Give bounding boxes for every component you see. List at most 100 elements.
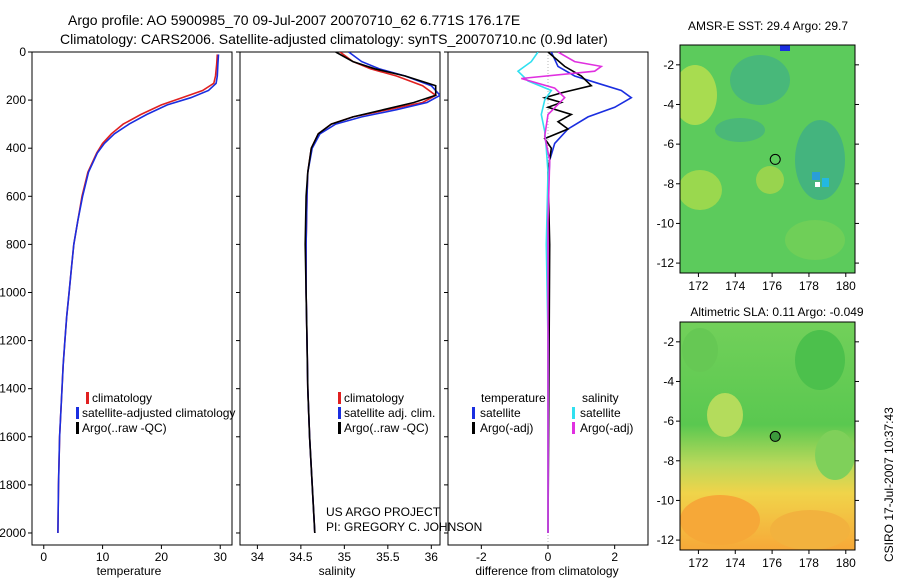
x-tick-label: 35.5 — [376, 550, 400, 564]
salinity-series — [304, 52, 440, 534]
pi-annotation: PI: GREGORY C. JOHNSON — [326, 520, 482, 534]
sst-patch — [680, 65, 717, 125]
lon-tick-label: 172 — [688, 279, 708, 293]
difference-legend: temperature satellite Argo(-adj) salinit… — [472, 391, 633, 435]
temperature-panel: 0 200 400 600 800 1000 1200 1400 1600 1800 2000 0 1… — [0, 45, 235, 578]
y-tick-label: 2000 — [0, 526, 26, 540]
legend-t-argo: Argo(-adj) — [480, 421, 533, 435]
series-clim — [57, 54, 219, 534]
lat-tick-label: -8 — [663, 177, 674, 191]
project-annotation: US ARGO PROJECT — [326, 505, 441, 519]
lat-tick-label: -2 — [663, 58, 674, 72]
legend-swatch-argo — [338, 422, 341, 434]
difference-series — [516, 52, 633, 534]
y-tick-label: 1400 — [0, 382, 26, 396]
x-tick-label: 10 — [96, 550, 110, 564]
legend-s-satellite: satellite — [580, 406, 621, 420]
x-tick-label: 34.5 — [289, 550, 313, 564]
series-t_argo — [541, 52, 593, 534]
x-tick-label: 34 — [251, 550, 265, 564]
temperature-xticks: 0 10 20 30 — [40, 545, 227, 564]
y-tick-label: 1200 — [0, 334, 26, 348]
salinity-xlabel: salinity — [319, 564, 356, 578]
sla-map-ticks: 172 174 176 178 180 -2 -4 -6 -8 -10 -12 — [657, 335, 859, 570]
lat-tick-label: -8 — [663, 454, 674, 468]
sst-map-image — [680, 45, 855, 273]
x-tick-label: 0 — [40, 550, 47, 564]
sst-patch — [780, 45, 790, 51]
legend-swatch-climatology — [338, 392, 341, 404]
lon-tick-label: 174 — [725, 279, 745, 293]
lat-tick-label: -12 — [657, 256, 675, 270]
salinity-legend: climatology satellite adj. clim. Argo(..… — [338, 391, 435, 435]
lon-tick-label: 180 — [836, 556, 856, 570]
lon-tick-label: 176 — [762, 279, 782, 293]
legend-swatch-s-argo — [572, 422, 575, 434]
argo-float-marker — [769, 430, 781, 442]
sst-patch — [680, 170, 722, 210]
salinity-ytickmarks — [236, 51, 240, 534]
lon-tick-label: 172 — [688, 556, 708, 570]
temperature-axes — [31, 51, 233, 546]
legend-s-argo: Argo(-adj) — [580, 421, 633, 435]
lat-tick-label: -10 — [657, 493, 675, 507]
sla-patch — [770, 510, 850, 550]
lat-tick-label: -6 — [663, 137, 674, 151]
argo-float-marker — [769, 153, 781, 165]
sst-patch — [715, 118, 765, 142]
sla-map-panel: Altimetric SLA: 0.11 Argo: -0.049 172 174… — [657, 305, 864, 570]
legend-swatch-s-satellite — [572, 407, 575, 419]
y-tick-label: 1600 — [0, 430, 26, 444]
x-tick-label: 36 — [425, 550, 439, 564]
sla-patch — [680, 495, 760, 545]
salinity-panel: 34 34.5 35 35.5 36 salinity climatology sate… — [236, 51, 482, 578]
y-tick-label: 800 — [6, 237, 26, 251]
sla-map-frame — [679, 321, 856, 551]
sst-patch — [756, 166, 784, 194]
lon-tick-label: 180 — [836, 279, 856, 293]
sst-map-panel: AMSR-E SST: 29.4 Argo: 29.7 172 174 176 178… — [657, 19, 859, 293]
legend-title-salinity: salinity — [582, 391, 619, 405]
sla-patch — [682, 328, 718, 372]
legend-argo: Argo(..raw -QC) — [82, 421, 167, 435]
salinity-xticks: 34 34.5 35 35.5 36 — [251, 545, 439, 564]
header-line1: Argo profile: AO 5900985_70 09-Jul-2007 … — [68, 12, 520, 28]
lat-tick-label: -6 — [663, 414, 674, 428]
legend-argo: Argo(..raw -QC) — [344, 421, 429, 435]
x-tick-label: 20 — [155, 550, 169, 564]
legend-climatology: climatology — [92, 391, 152, 405]
lon-tick-label: 178 — [799, 279, 819, 293]
sst-patch — [815, 182, 820, 187]
x-tick-label: 0 — [545, 550, 552, 564]
salinity-axes — [239, 51, 441, 546]
sst-patch — [785, 220, 845, 260]
y-tick-label: 0 — [19, 45, 26, 59]
lat-tick-label: -4 — [663, 374, 674, 388]
legend-swatch-argo — [76, 422, 79, 434]
y-tick-label: 1000 — [0, 285, 26, 299]
legend-climatology: climatology — [344, 391, 404, 405]
y-tick-label: 200 — [6, 93, 26, 107]
sla-map-title: Altimetric SLA: 0.11 Argo: -0.049 — [690, 305, 864, 319]
legend-satellite-adj: satellite adj. clim. — [344, 406, 435, 420]
lat-tick-label: -10 — [657, 216, 675, 230]
header-line2: Climatology: CARS2006. Satellite-adjuste… — [60, 31, 608, 47]
sst-patch — [812, 172, 820, 180]
temperature-series — [57, 54, 220, 534]
difference-ytickmarks — [444, 51, 448, 534]
series-sat — [305, 52, 440, 534]
sla-map-image — [680, 322, 855, 550]
lon-tick-label: 178 — [799, 556, 819, 570]
sla-patch — [707, 393, 743, 437]
y-tick-label: 400 — [6, 141, 26, 155]
sst-patch — [822, 178, 829, 187]
side-label: CSIRO 17-Jul-2007 10:37:43 — [882, 407, 896, 562]
legend-title-temperature: temperature — [481, 391, 546, 405]
temperature-legend: climatology satellite-adjusted climatolo… — [76, 391, 235, 435]
legend-swatch-t-satellite — [472, 407, 475, 419]
temperature-yticks: 0 200 400 600 800 1000 1200 1400 1600 1800 2000 — [0, 45, 32, 540]
temperature-xlabel: temperature — [97, 564, 162, 578]
x-tick-label: 30 — [214, 550, 228, 564]
x-tick-label: 2 — [611, 550, 618, 564]
